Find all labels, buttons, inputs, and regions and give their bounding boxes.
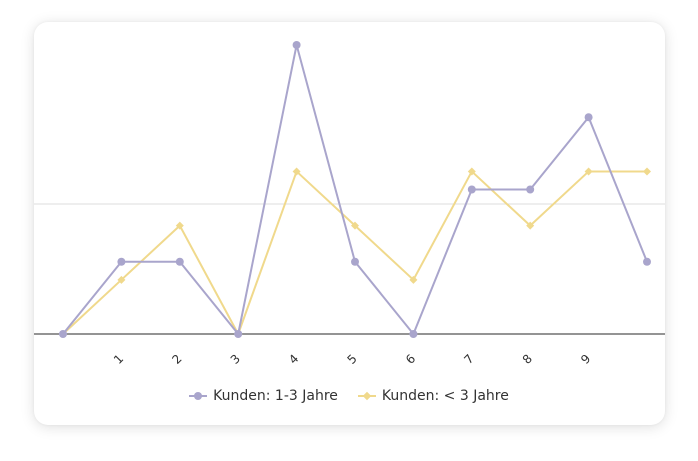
data-point	[292, 41, 301, 49]
data-point	[643, 257, 651, 266]
legend-diamond-marker-icon	[362, 391, 372, 401]
legend-swatch-series-1	[189, 391, 208, 401]
legend-label-series-1: Kunden: 1-3 Jahre	[213, 388, 338, 404]
x-tick-label: 2	[169, 352, 184, 367]
data-point	[409, 275, 418, 284]
data-point	[584, 167, 593, 176]
data-point	[117, 275, 126, 284]
data-point	[292, 167, 301, 176]
series-line	[62, 44, 648, 335]
data-point	[351, 257, 359, 266]
legend-label-series-2: Kunden: < 3 Jahre	[381, 388, 509, 404]
legend-swatch-series-2	[357, 391, 376, 401]
data-point	[175, 221, 184, 230]
x-tick-label: 7	[461, 352, 476, 367]
legend-item-series-2[interactable]: Kunden: < 3 Jahre	[357, 388, 509, 404]
x-tick-label: 1	[111, 352, 126, 367]
data-point	[584, 113, 593, 122]
x-tick-label: 9	[578, 352, 593, 367]
data-point	[526, 185, 535, 194]
chart-card	[34, 22, 665, 425]
x-tick-label: 8	[520, 352, 535, 367]
data-point	[526, 221, 535, 230]
data-point	[467, 185, 476, 194]
data-point	[175, 257, 184, 266]
legend-circle-marker-icon	[194, 392, 203, 400]
data-point	[467, 167, 476, 176]
data-point	[351, 221, 359, 230]
x-tick-label: 4	[286, 352, 301, 367]
x-tick-label: 3	[228, 352, 243, 367]
x-tick-label: 5	[345, 352, 360, 367]
data-point	[59, 330, 67, 338]
data-point	[643, 167, 651, 176]
x-tick-label: 6	[403, 352, 418, 367]
legend-item-series-1[interactable]: Kunden: 1-3 Jahre	[189, 388, 338, 404]
data-point	[117, 257, 126, 266]
series-line	[62, 170, 647, 335]
data-point	[234, 330, 243, 338]
chart-legend: Kunden: 1-3 Jahre Kunden: < 3 Jahre	[0, 388, 698, 404]
data-point	[409, 330, 418, 338]
